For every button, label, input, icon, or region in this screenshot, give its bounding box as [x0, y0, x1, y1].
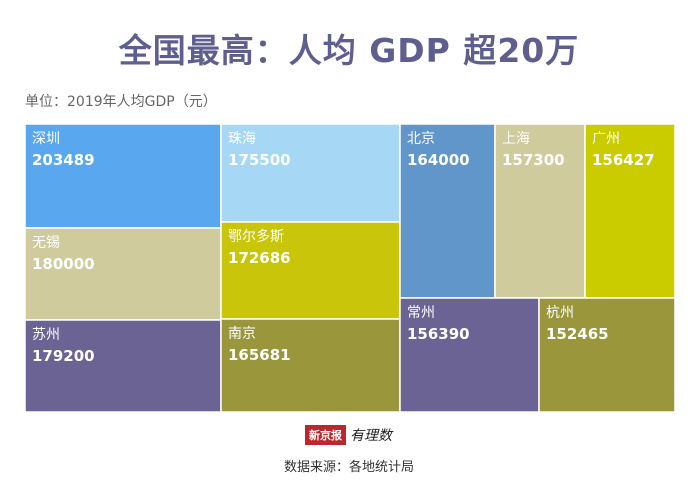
tile-rect: [220, 318, 401, 413]
tile-1: 深圳 203489: [24, 123, 222, 229]
tile-value: 180000: [32, 255, 95, 273]
tile-6: 南京 165681: [220, 318, 401, 413]
unit-label: 单位：2019年人均GDP（元）: [25, 94, 217, 110]
tile-rect: [538, 297, 676, 413]
tile-11: 杭州 152465: [538, 297, 676, 413]
tile-value: 152465: [546, 325, 609, 343]
tile-name: 北京: [407, 131, 435, 147]
tile-name: 苏州: [32, 327, 60, 343]
tile-8: 上海 157300: [494, 123, 586, 299]
tile-3: 苏州 179200: [24, 319, 222, 413]
tile-name: 杭州: [546, 305, 574, 321]
tile-name: 珠海: [228, 131, 256, 147]
data-source: 数据来源：各地统计局: [283, 460, 414, 475]
tile-name: 深圳: [32, 131, 60, 147]
tile-value: 156427: [592, 151, 655, 169]
tile-name: 鄂尔多斯: [228, 228, 284, 245]
tile-name: 上海: [502, 131, 530, 147]
tile-value: 172686: [228, 249, 291, 267]
tile-name: 广州: [592, 131, 620, 147]
logo-box: 新京报: [305, 425, 346, 445]
tile-7: 北京 164000: [399, 123, 496, 299]
chart-title: 全国最高：人均 GDP 超20万: [118, 31, 580, 70]
tile-rect: [24, 319, 222, 413]
tile-2: 无锡 180000: [24, 227, 222, 321]
tile-10: 常州 156390: [399, 297, 540, 413]
tile-value: 157300: [502, 151, 565, 169]
tile-value: 175500: [228, 151, 291, 169]
tile-rect: [584, 123, 676, 299]
tile-5: 鄂尔多斯 172686: [220, 221, 401, 320]
publisher-logo: 新京报 有理数: [305, 425, 392, 445]
tile-4: 珠海 175500: [220, 123, 401, 223]
tile-value: 164000: [407, 151, 470, 169]
tile-value: 179200: [32, 347, 95, 365]
tile-value: 156390: [407, 325, 470, 343]
tile-value: 165681: [228, 346, 291, 364]
tile-name: 常州: [407, 305, 435, 321]
tile-value: 203489: [32, 151, 95, 169]
tile-9: 广州 156427: [584, 123, 676, 299]
tile-rect: [399, 297, 540, 413]
tile-rect: [24, 123, 222, 229]
tile-name: 南京: [228, 326, 256, 342]
tile-name: 无锡: [32, 235, 60, 251]
tile-rect: [399, 123, 496, 299]
tile-rect: [494, 123, 586, 299]
logo-script: 有理数: [350, 428, 392, 444]
